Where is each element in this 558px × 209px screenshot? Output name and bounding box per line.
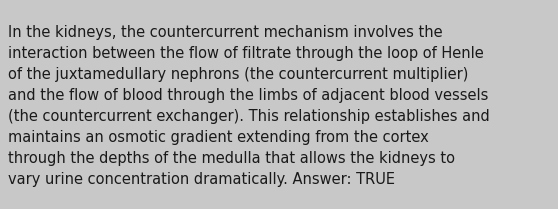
Text: In the kidneys, the countercurrent mechanism involves the
interaction between th: In the kidneys, the countercurrent mecha… [8,25,490,187]
